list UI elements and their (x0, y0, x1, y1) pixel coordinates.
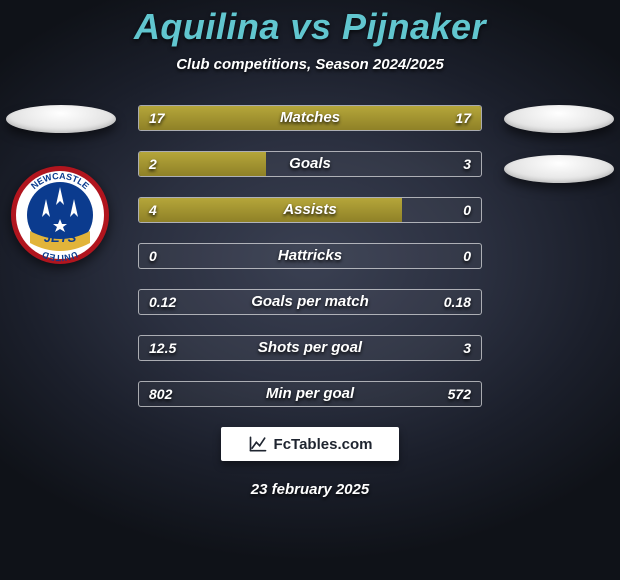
chart-icon (248, 434, 268, 454)
stat-label: Hattricks (139, 244, 481, 268)
stat-value-left: 4 (149, 198, 157, 222)
subtitle: Club competitions, Season 2024/2025 (0, 56, 620, 73)
stat-value-right: 572 (448, 382, 471, 406)
stat-label: Assists (139, 198, 481, 222)
stat-row: Matches17 17 (138, 105, 482, 131)
stat-value-left: 2 (149, 152, 157, 176)
stat-value-right: 0.18 (444, 290, 471, 314)
club-logo-jets-text: JETS (44, 230, 77, 245)
date-text: 23 february 2025 (0, 481, 620, 498)
stat-value-left: 17 (149, 106, 165, 130)
brand-badge: FcTables.com (221, 427, 399, 461)
stat-label: Goals per match (139, 290, 481, 314)
stat-value-right: 17 (455, 106, 471, 130)
stat-row: Assists4 0 (138, 197, 482, 223)
club-logo-left: JETS NEWCASTLE UNITED (10, 165, 110, 265)
stat-value-right: 3 (463, 152, 471, 176)
stat-value-left: 802 (149, 382, 172, 406)
stat-value-left: 0.12 (149, 290, 176, 314)
stat-row: Shots per goal12.5 3 (138, 335, 482, 361)
player-badge-left (6, 105, 116, 133)
stat-label: Goals (139, 152, 481, 176)
player-badge-right-1 (504, 105, 614, 133)
stat-row: Goals2 3 (138, 151, 482, 177)
page-title: Aquilina vs Pijnaker (0, 6, 620, 48)
stat-label: Matches (139, 106, 481, 130)
stat-bars: Matches1717Goals23Assists40Hattricks00Go… (138, 105, 482, 407)
stat-row: Min per goal802 572 (138, 381, 482, 407)
brand-text: FcTables.com (274, 436, 373, 453)
stat-row: Goals per match0.12 0.18 (138, 289, 482, 315)
stat-value-left: 0 (149, 244, 157, 268)
stat-label: Min per goal (139, 382, 481, 406)
player-badge-right-2 (504, 155, 614, 183)
stat-label: Shots per goal (139, 336, 481, 360)
stat-value-left: 12.5 (149, 336, 176, 360)
stat-value-right: 0 (463, 244, 471, 268)
stat-value-right: 3 (463, 336, 471, 360)
stat-row: Hattricks0 0 (138, 243, 482, 269)
stat-value-right: 0 (463, 198, 471, 222)
comparison-stage: JETS NEWCASTLE UNITED Matches17 17 Goals2 3… (0, 105, 620, 407)
comparison-card: Aquilina vs Pijnaker Club competitions, … (0, 0, 620, 498)
